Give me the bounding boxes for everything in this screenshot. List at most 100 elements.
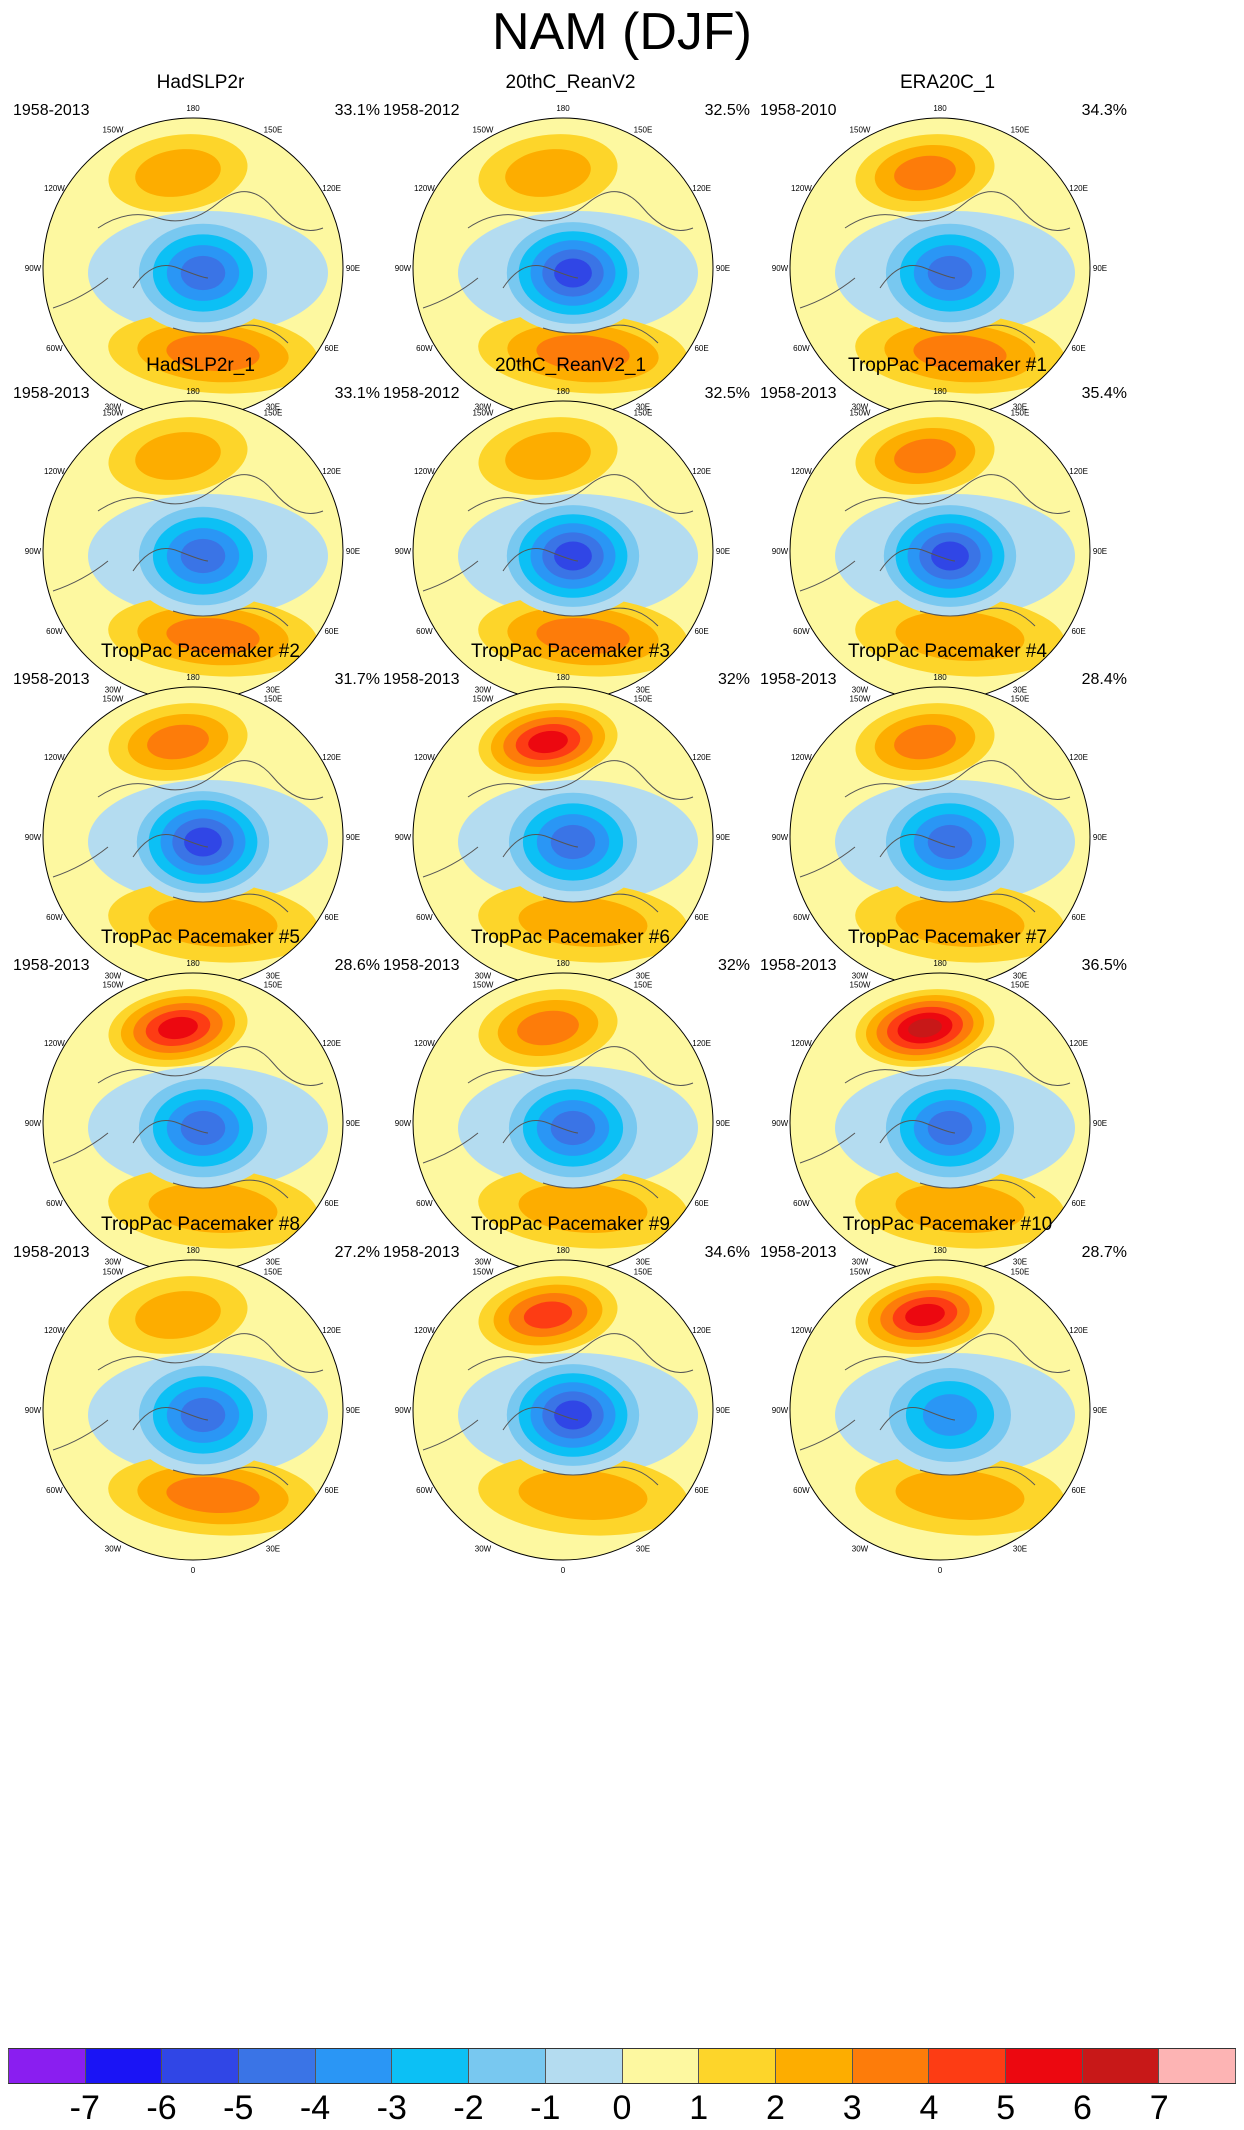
longitude-label: 120E — [322, 1039, 341, 1048]
atlantic-high-contour — [536, 617, 630, 655]
longitude-label: 30W — [475, 1545, 492, 1554]
longitude-label: 30W — [475, 972, 492, 981]
longitude-label: 30E — [636, 1545, 650, 1554]
coastline — [422, 191, 694, 344]
longitude-label: 150W — [850, 408, 871, 417]
longitude-label: 120E — [692, 753, 711, 762]
longitude-label: 90W — [395, 833, 412, 842]
longitude-label: 30E — [1013, 1258, 1027, 1267]
longitude-label: 120W — [791, 1326, 812, 1335]
pacific-high-contour — [894, 438, 956, 474]
longitude-label: 90E — [1093, 833, 1107, 842]
longitude-label: 60E — [694, 344, 708, 353]
panel-title: TropPac Pacemaker #6 — [471, 927, 670, 948]
longitude-label: 60W — [46, 1199, 63, 1208]
longitude-label: 90W — [25, 1119, 42, 1128]
longitude-label: 30E — [636, 403, 650, 412]
colorbar-tick-label: 1 — [689, 2089, 709, 2127]
colorbar-boxes — [8, 2048, 1236, 2084]
longitude-label: 120W — [414, 1326, 435, 1335]
longitude-label: 120W — [414, 184, 435, 193]
panel-title: TropPac Pacemaker #3 — [471, 641, 670, 662]
pacific-high-contour — [135, 432, 221, 480]
panel-years: 1958-2012 — [383, 102, 460, 119]
longitude-label: 150W — [473, 980, 494, 989]
longitude-label: 120W — [414, 1039, 435, 1048]
panel-years: 1958-2010 — [760, 102, 837, 119]
longitude-label: 180 — [933, 387, 947, 396]
panel-years: 1958-2013 — [760, 671, 837, 688]
longitude-label: 150E — [264, 125, 283, 134]
pacific-high-contour — [517, 1010, 579, 1046]
colorbar-swatch — [391, 2049, 469, 2083]
longitude-label: 60W — [793, 344, 810, 353]
longitude-label: 60E — [324, 344, 338, 353]
longitude-label: 30W — [105, 1258, 122, 1267]
atlantic-high-contour — [536, 334, 630, 372]
panel-years: 1958-2013 — [383, 957, 460, 974]
map-panel: ERA20C_1 1958-2010 34.3% 180 150E 120E 90E 60E 3… — [760, 72, 1135, 452]
panel-years: 1958-2013 — [13, 1244, 90, 1261]
longitude-label: 120W — [414, 753, 435, 762]
panel-variance: 32.5% — [704, 102, 750, 119]
panel-variance: 28.4% — [1081, 671, 1127, 688]
longitude-label: 90W — [395, 1119, 412, 1128]
longitude-label: 150W — [103, 694, 124, 703]
longitude-label: 180 — [186, 673, 200, 682]
map-panel: TropPac Pacemaker #7 1958-2013 36.5% 180 150… — [760, 927, 1135, 1307]
colorbar-swatch — [468, 2049, 545, 2083]
panel-variance: 32% — [717, 957, 750, 974]
longitude-label: 90E — [716, 547, 730, 556]
longitude-label: 30E — [266, 1258, 280, 1267]
longitude-label: 30E — [1013, 403, 1027, 412]
longitude-label: 90W — [25, 264, 42, 273]
longitude-label: 30E — [1013, 1545, 1027, 1554]
atlantic-high-contour — [518, 1183, 648, 1233]
longitude-label: 60E — [694, 627, 708, 636]
colorbar-swatch — [1081, 2049, 1159, 2083]
longitude-label: 30E — [636, 972, 650, 981]
longitude-label: 30W — [105, 1545, 122, 1554]
pacific-high-contour — [158, 1016, 198, 1040]
longitude-label: 90E — [716, 833, 730, 842]
longitude-label: 150W — [103, 1267, 124, 1276]
atlantic-high-contour — [166, 334, 260, 372]
longitude-label: 30W — [852, 403, 869, 412]
atlantic-high-contour — [518, 897, 648, 947]
coastline — [422, 760, 694, 913]
longitude-label: 120W — [791, 467, 812, 476]
arctic-low-contour — [180, 1110, 226, 1146]
longitude-label: 30W — [475, 403, 492, 412]
longitude-label: 120E — [692, 1326, 711, 1335]
longitude-label: 120W — [44, 467, 65, 476]
longitude-label: 60W — [46, 913, 63, 922]
coastline — [52, 191, 324, 344]
longitude-label: 0 — [561, 1566, 566, 1575]
longitude-label: 180 — [933, 1246, 947, 1255]
page-title: NAM (DJF) — [492, 3, 752, 61]
map-boundary — [789, 1259, 1091, 1561]
coastline — [799, 474, 1071, 627]
colorbar-tick-label: 5 — [996, 2089, 1016, 2127]
longitude-label: 60E — [694, 913, 708, 922]
arctic-low-contour — [927, 1110, 973, 1146]
colorbar-tick-label: 0 — [612, 2089, 632, 2127]
map-panel: TropPac Pacemaker #5 1958-2013 28.6% 180 150… — [13, 927, 388, 1307]
longitude-label: 120W — [44, 184, 65, 193]
arctic-low-contour — [554, 541, 592, 571]
longitude-label: 90W — [772, 1406, 789, 1415]
longitude-label: 150W — [850, 980, 871, 989]
longitude-label: 90W — [772, 547, 789, 556]
colorbar-swatch — [698, 2049, 775, 2083]
longitude-label: 60E — [694, 1486, 708, 1495]
pacific-high-contour — [147, 724, 209, 760]
colorbar-tick-label: -4 — [299, 2089, 331, 2127]
longitude-label: 120E — [1069, 1326, 1088, 1335]
longitude-label: 120E — [692, 467, 711, 476]
longitude-label: 30W — [105, 972, 122, 981]
panel-title: TropPac Pacemaker #1 — [848, 355, 1047, 376]
